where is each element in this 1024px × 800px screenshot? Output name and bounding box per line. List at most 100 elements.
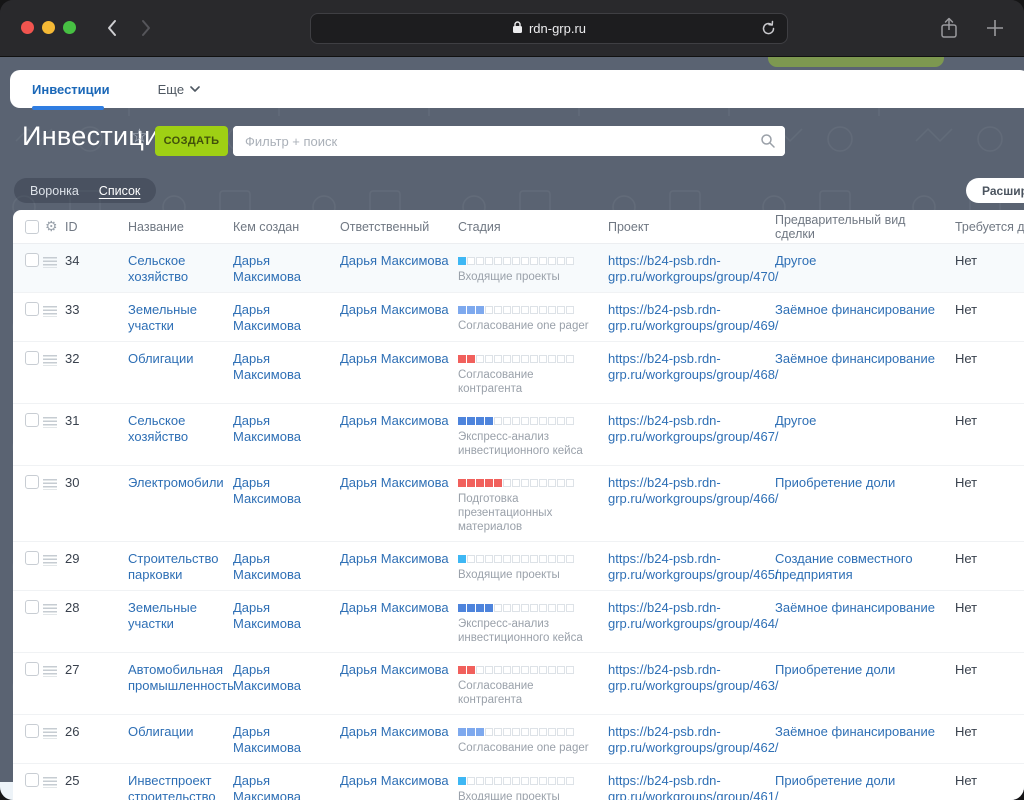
row-menu-icon[interactable] bbox=[43, 604, 57, 615]
responsible-link[interactable]: Дарья Максимова bbox=[340, 302, 449, 317]
row-menu-icon[interactable] bbox=[43, 555, 57, 566]
row-checkbox[interactable] bbox=[25, 600, 39, 614]
select-all-checkbox[interactable] bbox=[25, 219, 39, 234]
favorite-star-icon[interactable]: ☆ bbox=[131, 126, 149, 147]
share-icon[interactable] bbox=[938, 16, 960, 40]
deal-name-link[interactable]: Строительство парковки bbox=[128, 551, 219, 582]
column-header-deal-type[interactable]: Предварительный вид сделки bbox=[775, 212, 906, 241]
row-checkbox[interactable] bbox=[25, 302, 39, 316]
project-link[interactable]: https://b24-psb.rdn-grp.ru/workgroups/gr… bbox=[608, 551, 779, 582]
deal-type-link[interactable]: Заёмное финансирование bbox=[775, 351, 935, 366]
row-menu-icon[interactable] bbox=[43, 728, 57, 739]
new-tab-plus-icon[interactable] bbox=[984, 16, 1006, 40]
refresh-icon[interactable] bbox=[759, 19, 778, 38]
project-link[interactable]: https://b24-psb.rdn-grp.ru/workgroups/gr… bbox=[608, 662, 779, 693]
row-menu-icon[interactable] bbox=[43, 355, 57, 366]
view-funnel-option[interactable]: Воронка bbox=[30, 183, 79, 198]
row-checkbox[interactable] bbox=[25, 551, 39, 565]
deal-name-link[interactable]: Инвестпроект строительство домов bbox=[128, 773, 216, 800]
created-by-link[interactable]: Дарья Максимова bbox=[233, 253, 301, 284]
deal-type-link[interactable]: Приобретение доли bbox=[775, 662, 896, 677]
responsible-link[interactable]: Дарья Максимова bbox=[340, 662, 449, 677]
project-link[interactable]: https://b24-psb.rdn-grp.ru/workgroups/gr… bbox=[608, 302, 779, 333]
stage-label: Входящие проекты bbox=[458, 271, 560, 283]
back-icon[interactable] bbox=[102, 17, 124, 39]
project-link[interactable]: https://b24-psb.rdn-grp.ru/workgroups/gr… bbox=[608, 724, 779, 755]
gear-icon[interactable]: ⚙ bbox=[45, 218, 58, 234]
deal-type-link[interactable]: Приобретение доли bbox=[775, 475, 896, 490]
column-header-stage[interactable]: Стадия bbox=[458, 219, 501, 234]
responsible-link[interactable]: Дарья Максимова bbox=[340, 413, 449, 428]
row-checkbox[interactable] bbox=[25, 253, 39, 267]
created-by-link[interactable]: Дарья Максимова bbox=[233, 302, 301, 333]
advanced-search-button[interactable]: Расширенн bbox=[966, 178, 1024, 203]
deal-type-link[interactable]: Приобретение доли bbox=[775, 773, 896, 788]
column-header-name[interactable]: Название bbox=[128, 219, 184, 234]
created-by-link[interactable]: Дарья Максимова bbox=[233, 724, 301, 755]
project-link[interactable]: https://b24-psb.rdn-grp.ru/workgroups/gr… bbox=[608, 413, 779, 444]
row-checkbox[interactable] bbox=[25, 724, 39, 738]
deal-name-link[interactable]: Электромобили bbox=[128, 475, 224, 490]
deal-name-link[interactable]: Земельные участки bbox=[128, 600, 197, 631]
column-header-created[interactable]: Кем создан bbox=[233, 219, 300, 234]
deal-name-link[interactable]: Сельское хозяйство bbox=[128, 413, 189, 444]
deal-name-link[interactable]: Облигации bbox=[128, 351, 194, 366]
column-header-id[interactable]: ID bbox=[65, 219, 78, 234]
search-icon[interactable] bbox=[760, 133, 776, 149]
responsible-link[interactable]: Дарья Максимова bbox=[340, 600, 449, 615]
row-checkbox[interactable] bbox=[25, 351, 39, 365]
create-button[interactable]: СОЗДАТЬ bbox=[155, 126, 228, 156]
row-checkbox[interactable] bbox=[25, 773, 39, 787]
tab-more[interactable]: Еще bbox=[158, 82, 200, 97]
row-checkbox[interactable] bbox=[25, 475, 39, 489]
responsible-link[interactable]: Дарья Максимова bbox=[340, 551, 449, 566]
deal-type-link[interactable]: Заёмное финансирование bbox=[775, 302, 935, 317]
project-link[interactable]: https://b24-psb.rdn-grp.ru/workgroups/gr… bbox=[608, 351, 779, 382]
deal-name-link[interactable]: Автомобильная промышленность bbox=[128, 662, 234, 693]
project-link[interactable]: https://b24-psb.rdn-grp.ru/workgroups/gr… bbox=[608, 773, 779, 800]
deal-type-link[interactable]: Другое bbox=[775, 413, 817, 428]
created-by-link[interactable]: Дарья Максимова bbox=[233, 551, 301, 582]
tab-investments[interactable]: Инвестиции bbox=[32, 70, 110, 110]
created-by-link[interactable]: Дарья Максимова bbox=[233, 413, 301, 444]
close-window-button[interactable] bbox=[21, 21, 34, 34]
responsible-link[interactable]: Дарья Максимова bbox=[340, 773, 449, 788]
view-list-option[interactable]: Список bbox=[98, 183, 141, 198]
row-menu-icon[interactable] bbox=[43, 417, 57, 428]
row-menu-icon[interactable] bbox=[43, 666, 57, 677]
created-by-link[interactable]: Дарья Максимова bbox=[233, 662, 301, 693]
deal-type-link[interactable]: Создание совместного предприятия bbox=[775, 551, 913, 582]
created-by-link[interactable]: Дарья Максимова bbox=[233, 773, 301, 800]
address-bar[interactable]: rdn-grp.ru bbox=[310, 13, 788, 44]
deal-type-link[interactable]: Другое bbox=[775, 253, 817, 268]
responsible-link[interactable]: Дарья Максимова bbox=[340, 724, 449, 739]
minimize-window-button[interactable] bbox=[42, 21, 55, 34]
row-menu-icon[interactable] bbox=[43, 777, 57, 788]
deal-type-link[interactable]: Заёмное финансирование bbox=[775, 600, 935, 615]
project-link[interactable]: https://b24-psb.rdn-grp.ru/workgroups/gr… bbox=[608, 253, 779, 284]
project-link[interactable]: https://b24-psb.rdn-grp.ru/workgroups/gr… bbox=[608, 600, 779, 631]
created-by-link[interactable]: Дарья Максимова bbox=[233, 351, 301, 382]
row-menu-icon[interactable] bbox=[43, 306, 57, 317]
column-header-project[interactable]: Проект bbox=[608, 219, 650, 234]
maximize-window-button[interactable] bbox=[63, 21, 76, 34]
created-by-link[interactable]: Дарья Максимова bbox=[233, 600, 301, 631]
created-by-link[interactable]: Дарья Максимова bbox=[233, 475, 301, 506]
deal-name-link[interactable]: Земельные участки bbox=[128, 302, 197, 333]
responsible-link[interactable]: Дарья Максимова bbox=[340, 475, 449, 490]
responsible-link[interactable]: Дарья Максимова bbox=[340, 351, 449, 366]
project-link[interactable]: https://b24-psb.rdn-grp.ru/workgroups/gr… bbox=[608, 475, 779, 506]
deal-type-link[interactable]: Заёмное финансирование bbox=[775, 724, 935, 739]
responsible-link[interactable]: Дарья Максимова bbox=[340, 253, 449, 268]
row-menu-icon[interactable] bbox=[43, 479, 57, 490]
partial-green-button[interactable] bbox=[768, 57, 944, 67]
search-input[interactable] bbox=[233, 126, 785, 156]
row-menu-icon[interactable] bbox=[43, 257, 57, 268]
forward-icon[interactable] bbox=[134, 17, 156, 39]
deal-name-link[interactable]: Сельское хозяйство bbox=[128, 253, 189, 284]
deal-name-link[interactable]: Облигации bbox=[128, 724, 194, 739]
row-checkbox[interactable] bbox=[25, 662, 39, 676]
column-header-responsible[interactable]: Ответственный bbox=[340, 219, 430, 234]
row-checkbox[interactable] bbox=[25, 413, 39, 427]
column-header-extra[interactable]: Требуется доп bbox=[955, 219, 1024, 234]
